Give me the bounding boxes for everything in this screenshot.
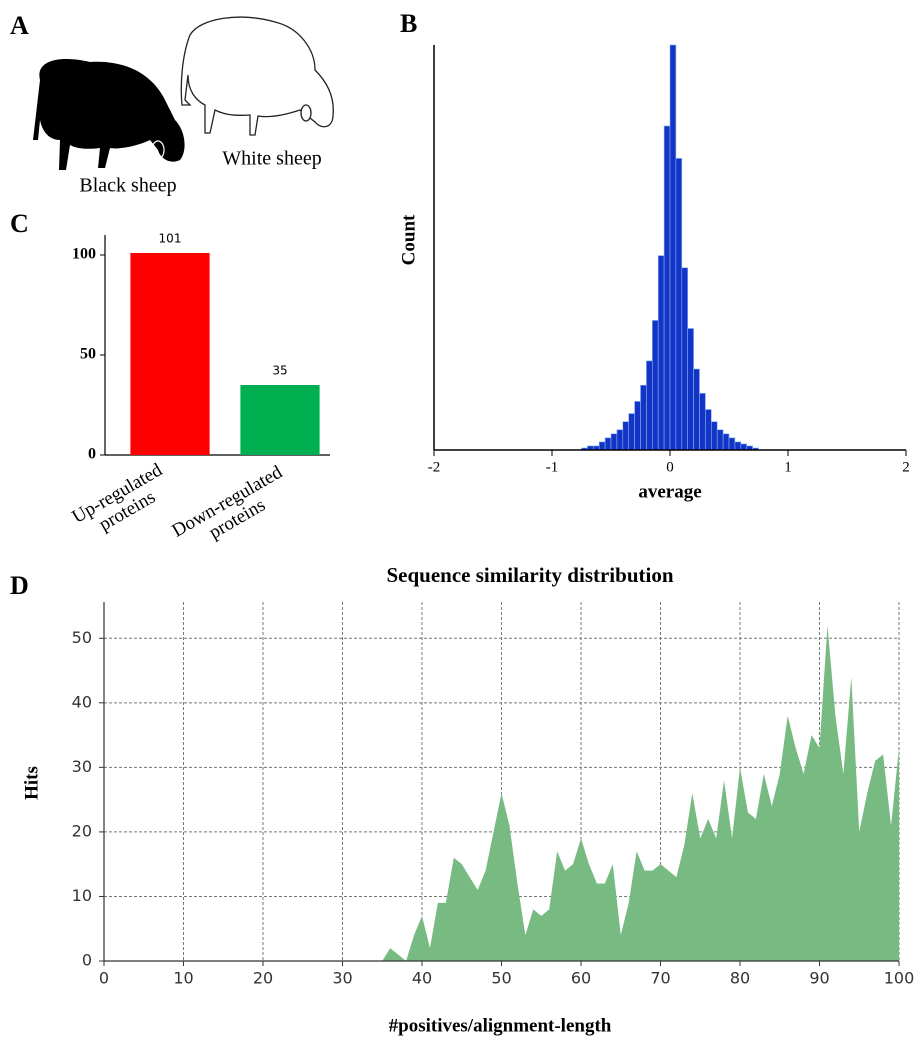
histogram-bar xyxy=(716,429,724,451)
value-label: 35 xyxy=(272,364,287,378)
illustration-label: Black sheep xyxy=(79,175,176,197)
histogram-bar xyxy=(622,421,629,451)
black-sheep xyxy=(33,59,185,170)
histogram-bar xyxy=(699,392,706,451)
y-axis-label: Count xyxy=(398,214,419,265)
histogram-bar xyxy=(710,421,718,451)
x-tick-label: 0 xyxy=(666,459,674,475)
y-tick-label: 0 xyxy=(88,446,96,463)
histogram-bar xyxy=(657,255,665,451)
value-label: 101 xyxy=(159,232,182,246)
y-tick-label: 10 xyxy=(72,886,92,905)
histogram-bar xyxy=(628,413,635,451)
panel-label: D xyxy=(10,571,29,600)
x-tick-label: 30 xyxy=(332,969,352,988)
histogram-bar xyxy=(740,443,747,451)
y-tick-label: 30 xyxy=(72,757,92,776)
histogram-bar xyxy=(610,433,618,451)
x-axis-label: average xyxy=(638,481,701,502)
histogram-bar xyxy=(640,384,647,451)
y-tick-label: 100 xyxy=(72,246,96,263)
y-tick-label: 50 xyxy=(72,628,92,647)
x-tick-label: 90 xyxy=(809,969,829,988)
histogram-bar xyxy=(663,125,671,451)
x-tick-label: 40 xyxy=(412,969,432,988)
y-axis-label: Hits xyxy=(21,766,42,800)
x-tick-label: Up-regulatedproteins xyxy=(69,460,177,546)
white-sheep xyxy=(180,16,334,136)
histogram-bar xyxy=(598,441,606,451)
x-tick-label: 50 xyxy=(491,969,511,988)
histogram-bar xyxy=(646,360,653,451)
bar xyxy=(240,385,320,455)
histogram-bar xyxy=(651,320,659,451)
x-tick-label: 10 xyxy=(173,969,193,988)
x-tick-label: 20 xyxy=(253,969,273,988)
histogram-bar xyxy=(693,368,700,451)
illustration-label: White sheep xyxy=(222,148,321,170)
histogram-bar xyxy=(604,437,612,451)
histogram-bar xyxy=(722,433,730,451)
histogram-bar xyxy=(687,328,694,451)
histogram-bar xyxy=(675,158,683,451)
histogram-bar xyxy=(669,44,677,451)
bar xyxy=(130,253,210,455)
histogram-bar xyxy=(616,429,624,451)
x-tick-label: 60 xyxy=(571,969,591,988)
x-axis-label: #positives/alignment-length xyxy=(389,1015,612,1036)
x-tick-label: -1 xyxy=(546,459,559,475)
x-tick-label: 100 xyxy=(884,969,915,988)
x-tick-label: 2 xyxy=(902,459,910,475)
panel-label: A xyxy=(10,11,29,40)
histogram-bar xyxy=(634,401,641,451)
chart-title: Sequence similarity distribution xyxy=(386,563,673,587)
y-tick-label: 50 xyxy=(80,346,96,363)
panel-label: C xyxy=(10,209,29,238)
x-tick-label: -2 xyxy=(428,459,441,475)
histogram-bar xyxy=(734,441,742,451)
panel-label: B xyxy=(400,9,417,38)
histogram-bar xyxy=(728,437,736,451)
histogram-bar xyxy=(681,267,688,451)
x-tick-label: 0 xyxy=(99,969,109,988)
x-tick-label: 80 xyxy=(730,969,750,988)
y-tick-label: 40 xyxy=(72,692,92,711)
x-tick-label: 1 xyxy=(784,459,792,475)
y-tick-label: 20 xyxy=(72,821,92,840)
x-tick-label: Down-regulatedproteins xyxy=(169,462,297,559)
x-tick-label: 70 xyxy=(650,969,670,988)
y-tick-label: 0 xyxy=(82,951,92,970)
area xyxy=(382,625,899,961)
histogram-bar xyxy=(705,409,712,451)
